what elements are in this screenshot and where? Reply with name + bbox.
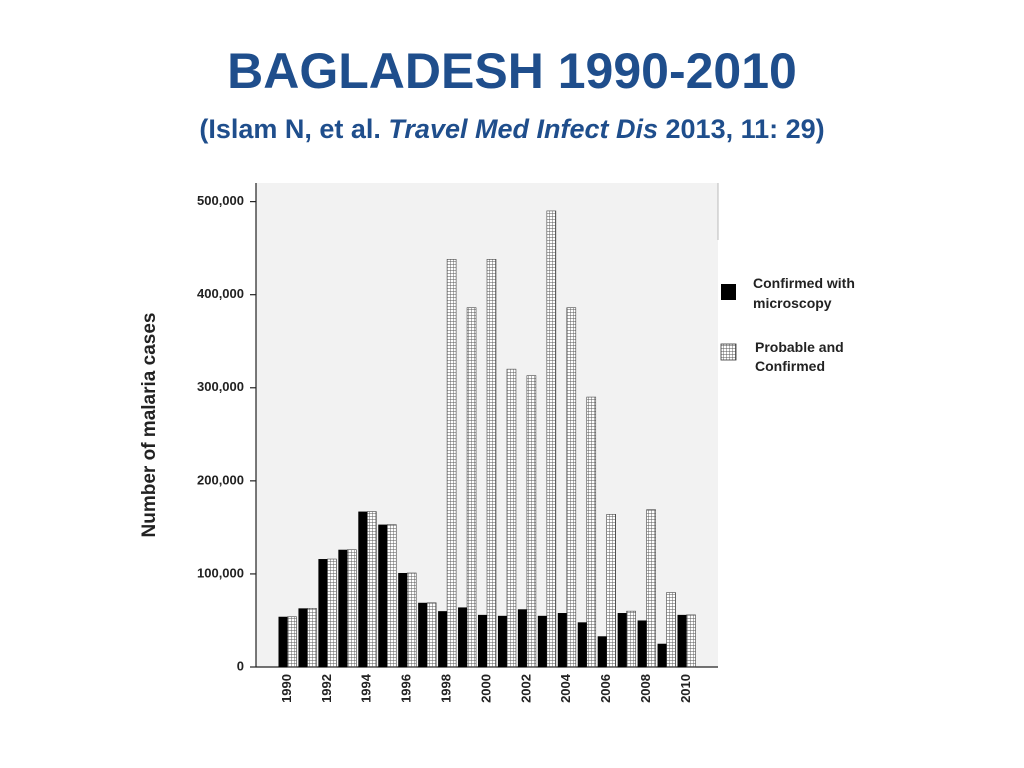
x-tick-label: 2002 <box>518 674 533 703</box>
legend-label-probable-line1: Probable and <box>755 339 844 355</box>
legend-swatch-probable <box>720 343 737 361</box>
bar-probable-confirmed <box>307 608 317 668</box>
bar-confirmed-microscopy <box>338 549 348 667</box>
bar-probable-confirmed <box>546 210 557 668</box>
slide-subtitle: (Islam N, et al. Travel Med Infect Dis 2… <box>0 112 1024 146</box>
y-tick-label: 200,000 <box>197 472 244 487</box>
bar-confirmed-microscopy <box>577 622 587 667</box>
x-tick-label: 2004 <box>558 673 573 703</box>
y-tick-label: 100,000 <box>197 565 244 580</box>
bar-confirmed-microscopy <box>478 614 487 667</box>
legend: Confirmed with microscopy Probable and C… <box>720 275 855 374</box>
bar-probable-confirmed <box>466 307 477 668</box>
x-tick-label: 1990 <box>279 674 294 703</box>
x-tick-label: 2008 <box>638 674 653 703</box>
bar-confirmed-microscopy <box>637 620 647 667</box>
x-ticks: 1990 1992 1994 1996 1998 2000 2002 2004 2006 2008… <box>279 673 693 703</box>
bar-probable-confirmed <box>526 375 537 668</box>
bar-confirmed-microscopy <box>657 643 667 667</box>
subtitle-journal: Travel Med Infect Dis <box>388 114 659 144</box>
bar-confirmed-microscopy <box>677 614 687 667</box>
y-tick-label: 400,000 <box>197 286 244 301</box>
bar-probable-confirmed <box>426 602 437 668</box>
bar-confirmed-microscopy <box>458 607 468 667</box>
bar-probable-confirmed <box>646 509 656 668</box>
x-tick-label: 2006 <box>598 674 613 703</box>
bar-confirmed-microscopy <box>358 511 368 667</box>
bar-confirmed-microscopy <box>617 613 627 667</box>
x-tick-label: 2000 <box>478 674 493 703</box>
x-tick-label: 1998 <box>439 674 454 703</box>
bar-probable-confirmed <box>287 616 297 668</box>
y-tick-label: 500,000 <box>197 193 244 208</box>
legend-label-probable-line2: Confirmed <box>755 358 825 374</box>
bar-probable-confirmed <box>566 307 577 668</box>
bar-confirmed-microscopy <box>398 572 408 667</box>
subtitle-suffix: 2013, 11: 29) <box>658 114 825 144</box>
x-tick-label: 1994 <box>359 673 374 703</box>
bars <box>278 210 696 668</box>
bar-probable-confirmed <box>626 610 636 668</box>
bar-confirmed-microscopy <box>517 609 527 667</box>
bar-probable-confirmed <box>666 592 676 668</box>
bar-confirmed-microscopy <box>418 602 428 667</box>
bar-probable-confirmed <box>586 396 597 668</box>
y-tick-label: 300,000 <box>197 379 244 394</box>
x-tick-label: 1996 <box>399 674 414 703</box>
bar-confirmed-microscopy <box>278 616 288 667</box>
bar-probable-confirmed <box>366 511 377 668</box>
bar-probable-confirmed <box>446 259 457 668</box>
y-axis-title: Number of malaria cases <box>139 313 160 538</box>
bar-confirmed-microscopy <box>497 615 507 667</box>
bar-probable-confirmed <box>606 514 617 668</box>
bar-confirmed-microscopy <box>378 524 388 667</box>
bar-probable-confirmed <box>506 368 517 668</box>
y-tick-label: 0 <box>237 658 244 673</box>
y-ticks: 0 100,000 200,000 300,000 400,000 500,000 <box>197 193 256 673</box>
bar-probable-confirmed <box>686 614 696 668</box>
bar-probable-confirmed <box>347 549 357 668</box>
bar-probable-confirmed <box>406 572 417 668</box>
x-tick-label: 2010 <box>678 674 693 703</box>
legend-swatch-confirmed <box>721 284 736 300</box>
bar-confirmed-microscopy <box>537 615 547 667</box>
bar-confirmed-microscopy <box>318 559 328 667</box>
bar-confirmed-microscopy <box>597 636 607 667</box>
bar-confirmed-microscopy <box>438 611 448 667</box>
bar-probable-confirmed <box>327 558 337 668</box>
bar-probable-confirmed <box>386 524 397 668</box>
bar-confirmed-microscopy <box>298 608 308 667</box>
legend-label-confirmed-line2: microscopy <box>753 295 832 311</box>
slide-title: BAGLADESH 1990-2010 <box>227 43 797 99</box>
x-tick-label: 1992 <box>319 674 334 703</box>
bar-probable-confirmed <box>486 259 497 668</box>
legend-label-confirmed-line1: Confirmed with <box>753 275 855 291</box>
bar-confirmed-microscopy <box>557 613 567 667</box>
subtitle-prefix: (Islam N, et al. <box>199 114 389 144</box>
